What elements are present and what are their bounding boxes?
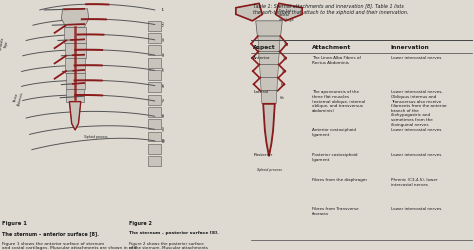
Text: Fibres from the diaphragm: Fibres from the diaphragm [312,178,367,182]
Text: Figure 1 shows the anterior surface of sternum
and costal cartilages. Muscular a: Figure 1 shows the anterior surface of s… [2,241,138,250]
Text: 6: 6 [162,84,163,88]
Polygon shape [263,104,275,156]
Polygon shape [258,37,280,52]
Text: Aspect: Aspect [253,45,276,50]
Text: For 1st
costal
cartilage: For 1st costal cartilage [279,9,294,22]
Polygon shape [69,102,81,130]
Text: 5: 5 [162,68,164,72]
Text: 4: 4 [162,54,163,58]
Polygon shape [66,89,84,102]
Text: Figure 1: Figure 1 [2,220,27,225]
Text: Figure 2 shows the posterior surface
of the sternum. Muscular attachments
are sh: Figure 2 shows the posterior surface of … [129,241,208,250]
Text: 7: 7 [162,98,164,102]
Polygon shape [148,22,161,32]
Text: 2: 2 [162,24,163,28]
Text: 10: 10 [162,138,165,142]
Polygon shape [236,4,262,22]
Text: 6: 6 [162,83,164,87]
Text: 3: 3 [162,38,164,42]
Text: 4: 4 [162,53,164,57]
Polygon shape [64,44,85,59]
Text: Fibres from Transverse
thoracia: Fibres from Transverse thoracia [312,206,358,215]
Text: 5th: 5th [281,83,285,87]
Text: The Linea Alba Fibres of
Rectus Abdominis: The Linea Alba Fibres of Rectus Abdomini… [312,56,361,65]
Polygon shape [148,71,161,81]
Text: 3rd: 3rd [283,57,287,61]
Text: 9: 9 [162,127,164,131]
Text: 4th: 4th [282,70,286,74]
Polygon shape [148,132,161,142]
Text: 5: 5 [162,69,163,73]
Text: 1: 1 [162,8,164,12]
Polygon shape [148,83,161,93]
Polygon shape [148,108,161,117]
Polygon shape [148,144,161,154]
Text: 9: 9 [162,128,163,132]
Text: Lower intercostal nerves: Lower intercostal nerves [391,128,441,132]
Text: 3: 3 [162,39,163,43]
Polygon shape [65,74,85,89]
Polygon shape [276,4,302,22]
Text: 2: 2 [162,22,164,26]
Text: Posterior costoxiphoid
ligament: Posterior costoxiphoid ligament [312,152,357,161]
Polygon shape [259,65,279,78]
Text: Lower intercostal nerves: Lower intercostal nerves [391,152,441,156]
Text: 1: 1 [162,8,163,12]
Text: 2nd: 2nd [283,42,289,46]
Text: Xiphoid process: Xiphoid process [256,168,282,172]
Text: The aponeurosis of the
three flat muscles
(external oblique, internal
oblique, a: The aponeurosis of the three flat muscle… [312,90,365,112]
Text: Xiphoid process: Xiphoid process [84,134,108,138]
Polygon shape [148,34,161,44]
Text: 10: 10 [162,140,165,144]
Text: 6th: 6th [280,96,285,100]
Polygon shape [148,58,161,68]
Polygon shape [62,10,89,28]
Text: Table 1: Sternal attachments and innervation [8]. Table 1 lists
the soft-tissues: Table 1: Sternal attachments and innerva… [253,4,409,14]
Text: Lower intercostal nerves,
Obliquus internus and
Transversus also receive
filamen: Lower intercostal nerves, Obliquus inter… [391,90,447,126]
Text: Anterior: Anterior [253,56,271,60]
Text: Rectus
Abdominis: Rectus Abdominis [12,90,24,106]
Text: Figure 2: Figure 2 [129,220,152,225]
Polygon shape [255,22,282,37]
Polygon shape [259,52,279,65]
Text: The sternum – anterior surface [8].: The sternum – anterior surface [8]. [2,230,100,235]
Text: Pectoralis
Major: Pectoralis Major [0,36,10,51]
Text: Innervation: Innervation [391,45,429,50]
Text: Lower intercostal nerves: Lower intercostal nerves [391,56,441,60]
Text: Phrenic (C3,4,5), lower
intercostal nerves: Phrenic (C3,4,5), lower intercostal nerv… [391,178,438,186]
Polygon shape [148,95,161,105]
Text: 8: 8 [162,114,164,118]
Polygon shape [65,59,85,74]
Text: 7: 7 [162,100,163,103]
Text: The sternum – posterior surface [8].: The sternum – posterior surface [8]. [129,230,219,234]
Polygon shape [148,120,161,130]
Text: Posterior: Posterior [253,152,273,156]
Text: Attachment: Attachment [312,45,351,50]
Polygon shape [148,156,161,166]
Polygon shape [148,46,161,56]
Text: 8: 8 [162,115,163,119]
Text: Lower intercostal nerves: Lower intercostal nerves [391,206,441,210]
Polygon shape [261,91,277,104]
Polygon shape [260,78,278,91]
Text: Anterior costoxiphoid
ligament: Anterior costoxiphoid ligament [312,128,356,136]
Text: Lateral: Lateral [253,90,268,94]
Polygon shape [64,28,86,44]
